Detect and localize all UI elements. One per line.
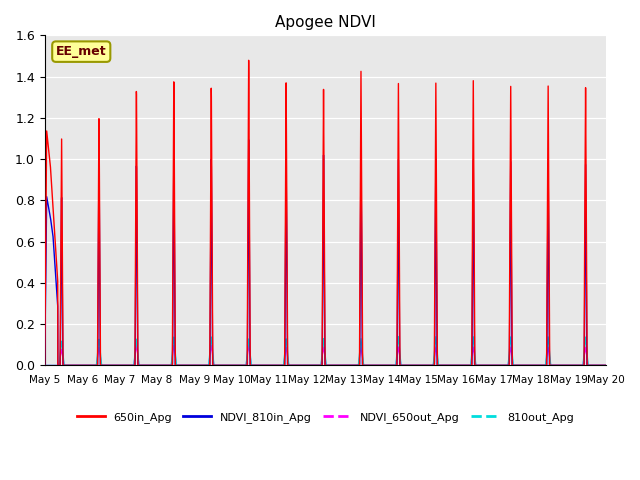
Legend: 650in_Apg, NDVI_810in_Apg, NDVI_650out_Apg, 810out_Apg: 650in_Apg, NDVI_810in_Apg, NDVI_650out_A…: [72, 407, 579, 427]
Title: Apogee NDVI: Apogee NDVI: [275, 15, 376, 30]
Text: EE_met: EE_met: [56, 45, 107, 58]
